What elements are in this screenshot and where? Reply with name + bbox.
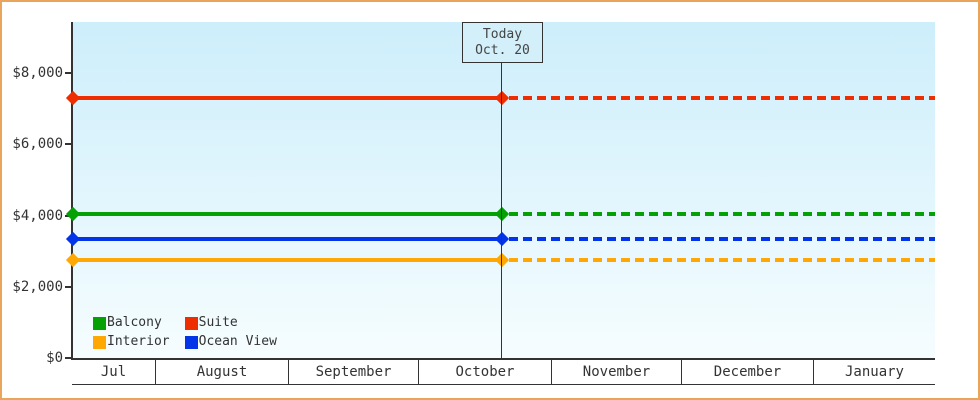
today-label: Today [482, 27, 523, 42]
price-line-solid-interior [73, 258, 502, 263]
y-tick [65, 143, 72, 146]
month-cell-august: August [156, 360, 289, 384]
today-date: Oct. 20 [475, 43, 530, 58]
legend-item-interior: Interior [93, 335, 170, 349]
month-cell-november: November [552, 360, 682, 384]
price-line-solid-suite [73, 95, 502, 100]
y-tick-label: $4,000 [12, 207, 63, 224]
y-axis-line [71, 22, 73, 360]
y-tick-label: $8,000 [12, 65, 63, 81]
y-tick [65, 72, 72, 74]
month-cell-december: December [682, 360, 814, 384]
price-line-dashed-interior [509, 258, 935, 263]
legend-swatch-suite [184, 316, 198, 330]
legend: Balcony Suite Interior Ocean View [93, 316, 277, 349]
y-tick-label: $0 [46, 350, 63, 366]
price-line-dashed-suite [509, 95, 935, 100]
month-cell-september: September [289, 360, 419, 384]
legend-label-suite: Suite [198, 315, 238, 330]
legend-item-balcony: Balcony [93, 316, 170, 330]
legend-item-suite: Suite [184, 315, 277, 330]
price-line-solid-ocean-view [73, 236, 502, 241]
legend-label-balcony: Balcony [107, 315, 162, 330]
today-line [501, 61, 502, 358]
legend-item-ocean-view: Ocean View [184, 334, 277, 349]
month-cell-january: January [814, 360, 935, 384]
month-cell-jul: Jul [72, 360, 156, 384]
month-cell-october: October [419, 360, 552, 384]
legend-label-interior: Interior [107, 334, 170, 349]
plot-background [73, 22, 935, 359]
today-box: Today Oct. 20 [462, 22, 543, 63]
y-tick-label: $6,000 [12, 136, 63, 153]
legend-label-ocean-view: Ocean View [198, 334, 277, 349]
y-tick-label: $2,000 [12, 278, 63, 295]
price-line-dashed-ocean-view [509, 236, 935, 241]
legend-swatch-interior [93, 335, 106, 349]
y-tick [65, 357, 72, 359]
y-tick [65, 285, 72, 288]
legend-swatch-balcony [93, 316, 106, 330]
x-axis-line [71, 358, 935, 360]
price-line-solid-balcony [73, 211, 502, 216]
legend-swatch-ocean-view [184, 335, 198, 349]
x-axis-month-band: Jul August September October November Decembe… [72, 360, 935, 385]
price-line-dashed-balcony [509, 211, 935, 216]
